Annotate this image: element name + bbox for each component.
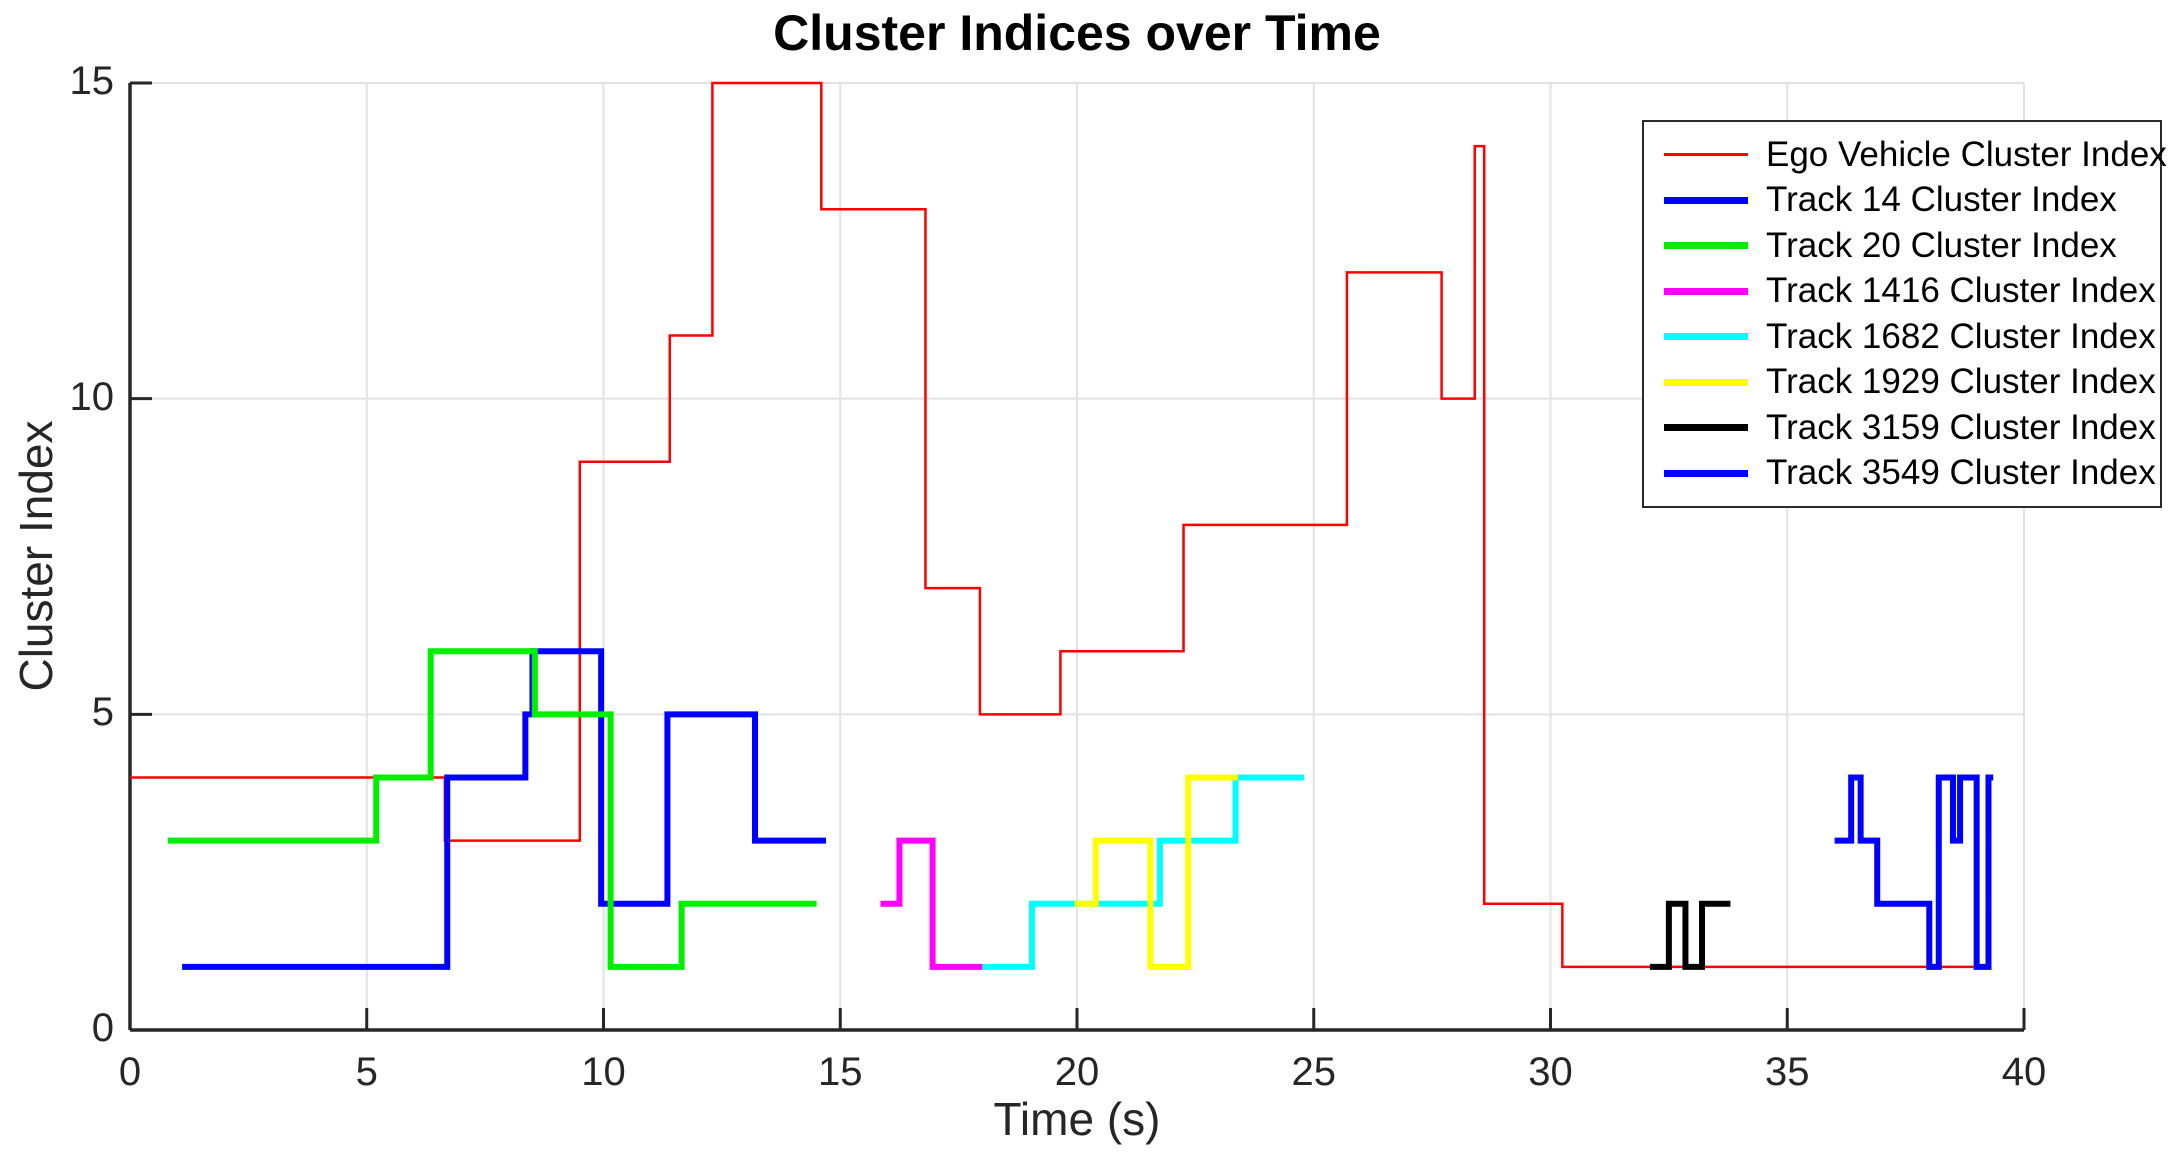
x-tick-label: 20: [1054, 1050, 1100, 1094]
x-tick-label: 25: [1291, 1050, 1337, 1094]
legend-item: Track 1929 Cluster Index: [1664, 362, 2156, 402]
x-tick-label: 5: [355, 1050, 378, 1094]
legend-line-swatch: [1664, 196, 1748, 204]
x-tick-label: 10: [581, 1050, 626, 1094]
legend-item: Track 20 Cluster Index: [1664, 226, 2154, 266]
legend-line-swatch: [1664, 287, 1748, 295]
series-line-track-14-cluster-index: [182, 648, 827, 970]
y-tick-label: 15: [69, 59, 115, 103]
x-tick-label: 35: [1765, 1050, 1810, 1094]
legend-line-swatch: [1664, 469, 1748, 477]
legend-item: Ego Vehicle Cluster Index: [1664, 135, 2167, 175]
legend-line-swatch: [1664, 153, 1748, 157]
legend-item-label: Ego Vehicle Cluster Index: [1766, 134, 2167, 174]
legend-line-swatch: [1664, 242, 1748, 250]
series-line-track-1682-cluster-index: [982, 774, 1305, 970]
y-tick-label: 5: [91, 690, 114, 735]
x-tick-label: 30: [1528, 1050, 1573, 1094]
series-line-ego-vehicle-cluster-index: [130, 81, 1991, 969]
legend-item-label: Track 3549 Cluster Index: [1766, 453, 2156, 493]
series-line-track-1929-cluster-index: [1074, 774, 1238, 970]
x-axis-label: Time (s): [993, 1093, 1161, 1145]
legend-item-label: Track 1682 Cluster Index: [1766, 316, 2156, 356]
legend-item: Track 14 Cluster Index: [1664, 180, 2154, 220]
legend-item-label: Track 20 Cluster Index: [1766, 225, 2117, 265]
y-tick-label: 10: [69, 374, 115, 419]
legend-line-swatch: [1664, 378, 1748, 386]
legend-line-swatch: [1664, 333, 1748, 341]
chart-title: Cluster Indices over Time: [773, 5, 1381, 61]
series-line-track-20-cluster-index: [167, 648, 817, 970]
legend: Ego Vehicle Cluster Index Track 14 Cluste…: [1642, 120, 2167, 508]
legend-item: Track 3549 Cluster Index: [1664, 453, 2156, 493]
legend-line-swatch: [1664, 424, 1748, 432]
x-tick-label: 15: [818, 1050, 863, 1094]
series-line-track-3549-cluster-index: [1834, 774, 1994, 970]
legend-item: Track 1416 Cluster Index: [1664, 271, 2156, 311]
legend-item-label: Track 1929 Cluster Index: [1766, 362, 2156, 402]
x-tick-label: 0: [118, 1050, 142, 1094]
legend-item-label: Track 14 Cluster Index: [1766, 180, 2117, 220]
legend-item-label: Track 3159 Cluster Index: [1766, 407, 2156, 447]
series-line-track-3159-cluster-index: [1649, 900, 1731, 970]
y-tick-label: 0: [91, 1006, 114, 1050]
series-line-track-1416-cluster-index: [880, 837, 983, 970]
legend-item: Track 3159 Cluster Index: [1664, 407, 2156, 448]
legend-item-label: Track 1416 Cluster Index: [1766, 271, 2156, 311]
y-axis-label: Cluster Index: [10, 420, 62, 692]
x-tick-label: 40: [2001, 1050, 2047, 1094]
legend-item: Track 1682 Cluster Index: [1664, 316, 2156, 357]
